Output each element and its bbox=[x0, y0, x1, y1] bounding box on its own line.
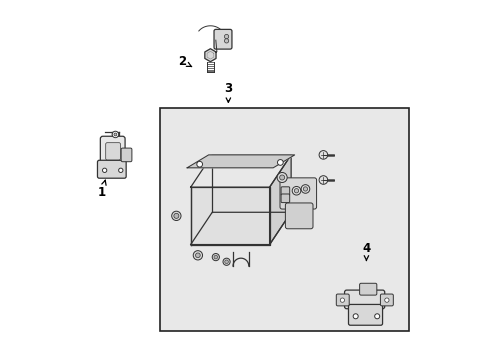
Circle shape bbox=[102, 168, 106, 172]
Circle shape bbox=[174, 213, 179, 219]
FancyBboxPatch shape bbox=[281, 187, 289, 195]
Circle shape bbox=[196, 161, 202, 167]
FancyBboxPatch shape bbox=[344, 290, 384, 309]
Circle shape bbox=[114, 133, 117, 136]
Circle shape bbox=[171, 211, 181, 221]
Text: 3: 3 bbox=[224, 82, 232, 102]
Circle shape bbox=[224, 260, 228, 264]
FancyBboxPatch shape bbox=[285, 203, 312, 229]
FancyBboxPatch shape bbox=[100, 136, 125, 165]
Circle shape bbox=[319, 176, 327, 184]
Circle shape bbox=[292, 186, 300, 195]
Polygon shape bbox=[187, 155, 294, 168]
Circle shape bbox=[301, 185, 309, 193]
Circle shape bbox=[119, 168, 122, 172]
Text: 4: 4 bbox=[362, 242, 370, 261]
FancyBboxPatch shape bbox=[348, 305, 382, 325]
FancyBboxPatch shape bbox=[105, 143, 120, 160]
Circle shape bbox=[193, 251, 202, 260]
Polygon shape bbox=[204, 49, 216, 62]
Polygon shape bbox=[190, 187, 269, 244]
FancyBboxPatch shape bbox=[214, 30, 231, 49]
FancyBboxPatch shape bbox=[97, 160, 126, 178]
Circle shape bbox=[294, 189, 298, 193]
Polygon shape bbox=[190, 155, 290, 187]
Circle shape bbox=[374, 314, 379, 319]
Polygon shape bbox=[269, 155, 290, 244]
Circle shape bbox=[352, 314, 357, 319]
Text: 2: 2 bbox=[178, 55, 191, 68]
Circle shape bbox=[303, 187, 307, 191]
Circle shape bbox=[277, 159, 283, 165]
Bar bbox=[160, 108, 408, 330]
Circle shape bbox=[224, 39, 228, 43]
FancyBboxPatch shape bbox=[280, 178, 316, 209]
Circle shape bbox=[279, 175, 284, 180]
Text: 1: 1 bbox=[97, 180, 106, 199]
Circle shape bbox=[340, 298, 344, 302]
FancyBboxPatch shape bbox=[121, 148, 132, 162]
Circle shape bbox=[223, 258, 230, 265]
Circle shape bbox=[214, 255, 217, 259]
Polygon shape bbox=[190, 212, 290, 244]
Circle shape bbox=[212, 253, 219, 261]
FancyBboxPatch shape bbox=[380, 294, 392, 306]
FancyBboxPatch shape bbox=[336, 294, 348, 306]
Circle shape bbox=[112, 131, 119, 138]
Circle shape bbox=[277, 172, 286, 183]
FancyBboxPatch shape bbox=[359, 283, 376, 295]
FancyBboxPatch shape bbox=[281, 194, 289, 203]
Circle shape bbox=[319, 150, 327, 159]
Circle shape bbox=[195, 253, 200, 258]
Circle shape bbox=[224, 35, 228, 39]
Circle shape bbox=[384, 298, 388, 302]
